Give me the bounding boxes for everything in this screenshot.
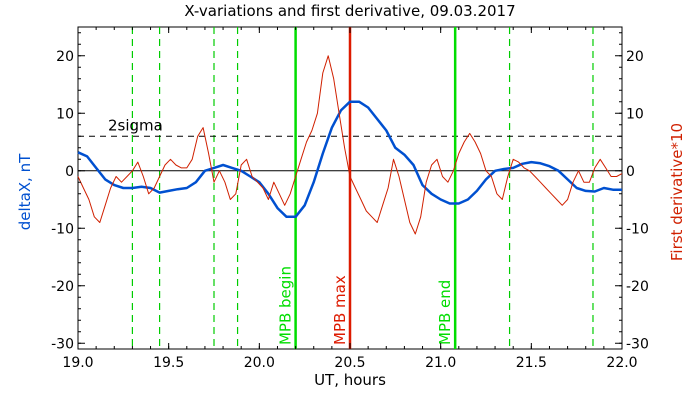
y-axis-right-label: First derivative*10 bbox=[668, 123, 686, 261]
series-line-derivative bbox=[77, 55, 623, 235]
y-tick-label-right-4: -10 bbox=[626, 221, 649, 237]
x-tick-label-2: 19.5 bbox=[153, 355, 184, 371]
y-tick-label-left-6: -30 bbox=[51, 336, 74, 352]
y-tick-label-left-5: -20 bbox=[51, 279, 74, 295]
y-tick-label-left-4: -10 bbox=[51, 221, 74, 237]
series-line-deltaX bbox=[77, 100, 622, 219]
y-axis-left-label: deltaX, nT bbox=[16, 153, 34, 230]
x-tick-label-5: 21.0 bbox=[425, 355, 456, 371]
y-tick-label-right-5: -20 bbox=[626, 279, 649, 295]
y-tick-label-right-3: 0 bbox=[626, 164, 635, 180]
marker-label-2: MPB max bbox=[331, 275, 349, 345]
x-tick-label-6: 21.5 bbox=[516, 355, 547, 371]
x-tick-label-7: 22.0 bbox=[606, 355, 637, 371]
chart-title: X-variations and first derivative, 09.03… bbox=[184, 2, 515, 20]
x-tick-label-1: 19.0 bbox=[62, 355, 93, 371]
y-tick-label-left-2: 10 bbox=[56, 106, 74, 122]
y-tick-label-left-1: 20 bbox=[56, 49, 74, 65]
y-tick-label-right-6: -30 bbox=[626, 336, 649, 352]
axis-ticks: 19.0 19.5 20.0 20.5 21.0 21.5 22.0 20 20 10 10 0 0 -1… bbox=[51, 27, 649, 371]
threshold-label: 2sigma bbox=[108, 116, 163, 134]
x-tick-label-4: 20.5 bbox=[334, 355, 365, 371]
plot-area: MPB begin MPB max MPB end bbox=[77, 26, 623, 350]
y-tick-label-left-3: 0 bbox=[65, 164, 74, 180]
y-tick-label-right-1: 20 bbox=[626, 49, 644, 65]
marker-label-1: MPB begin bbox=[277, 266, 295, 345]
x-tick-label-3: 20.0 bbox=[244, 355, 275, 371]
x-axis-label: UT, hours bbox=[314, 371, 386, 389]
marker-label-3: MPB end bbox=[436, 280, 454, 345]
y-tick-label-right-2: 10 bbox=[626, 106, 644, 122]
